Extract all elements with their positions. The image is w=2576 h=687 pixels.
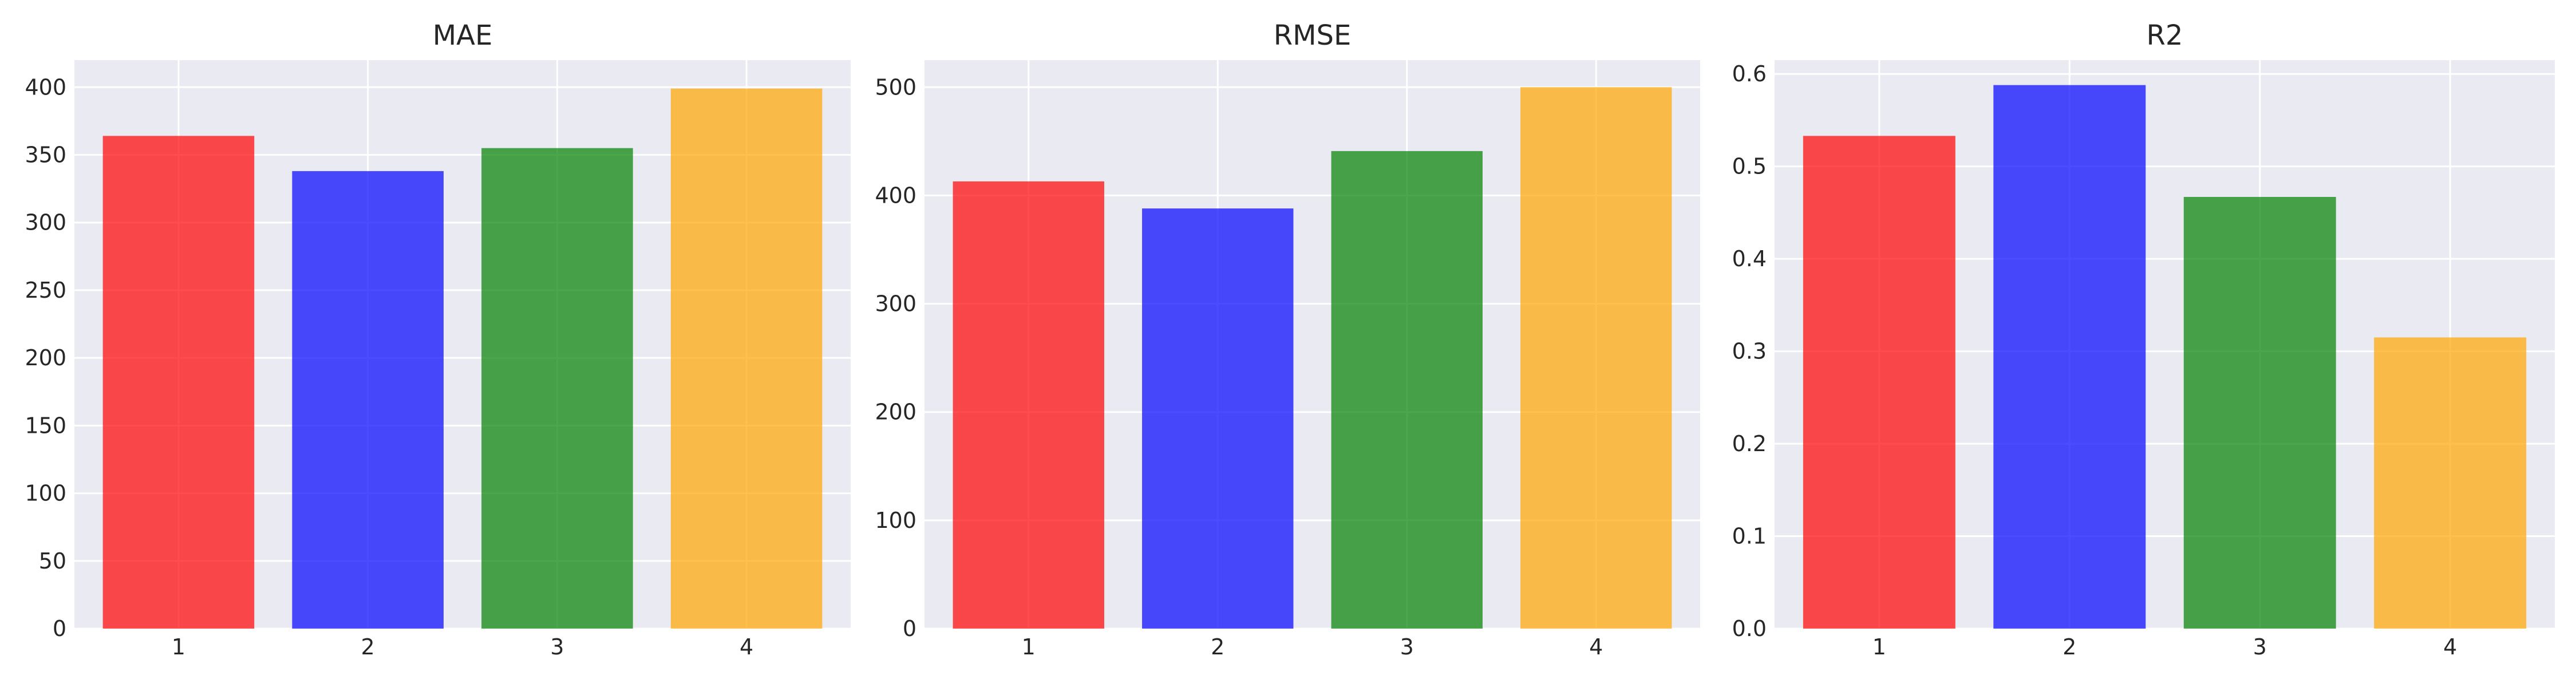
ytick-label: 400 <box>875 183 916 208</box>
ytick-label: 0.5 <box>1732 154 1767 179</box>
bar-4 <box>670 88 823 629</box>
ytick-label: 300 <box>25 210 66 235</box>
ytick-label: 0.4 <box>1732 246 1767 271</box>
ytick-label: 500 <box>875 74 916 100</box>
ytick-label: 0.0 <box>1732 616 1767 641</box>
chart-panel-1: 0 50 100 150 200 250 300 350 400 1 2 3 4 MAE <box>25 19 851 660</box>
xtick-label: 4 <box>740 634 753 660</box>
ytick-label: 0 <box>53 616 66 641</box>
bar-3 <box>2183 196 2336 629</box>
ytick-label: 200 <box>25 345 66 370</box>
ytick-label: 0.6 <box>1732 61 1767 86</box>
ytick-label: 400 <box>25 74 66 100</box>
ytick-label: 100 <box>875 508 916 533</box>
bar-2 <box>1142 208 1294 629</box>
chart-title: MAE <box>433 19 493 52</box>
bar-4 <box>1520 87 1672 629</box>
xtick-label: 1 <box>1872 634 1886 660</box>
bar-3 <box>481 148 633 629</box>
ytick-label: 150 <box>25 413 66 438</box>
bar-2 <box>292 171 444 629</box>
xtick-label: 2 <box>2063 634 2076 660</box>
ytick-label: 0.2 <box>1732 431 1767 456</box>
chart-panel-2: 0 100 200 300 400 500 1 2 3 4 RMSE <box>875 19 1700 660</box>
chart-title: R2 <box>2147 19 2183 52</box>
ytick-label: 0.3 <box>1732 339 1767 364</box>
xtick-label: 3 <box>550 634 564 660</box>
xtick-label: 3 <box>1400 634 1414 660</box>
xtick-label: 3 <box>2253 634 2267 660</box>
ytick-label: 100 <box>25 481 66 506</box>
xtick-label: 4 <box>1589 634 1603 660</box>
xtick-label: 2 <box>361 634 375 660</box>
bar-4 <box>2374 337 2527 629</box>
ytick-label: 300 <box>875 291 916 317</box>
xtick-label: 2 <box>1211 634 1224 660</box>
xtick-label: 1 <box>1022 634 1036 660</box>
chart-panel-3: 0.0 0.1 0.2 0.3 0.4 0.5 0.6 1 2 3 4 R2 <box>1732 19 2555 660</box>
xtick-label: 4 <box>2443 634 2457 660</box>
ytick-label: 50 <box>39 548 66 574</box>
chart-title: RMSE <box>1274 19 1352 52</box>
xtick-label: 1 <box>172 634 185 660</box>
ytick-label: 200 <box>875 400 916 425</box>
bar-1 <box>1803 136 1955 629</box>
ytick-label: 350 <box>25 143 66 168</box>
bar-1 <box>102 136 255 629</box>
ytick-label: 250 <box>25 278 66 303</box>
bar-1 <box>953 181 1104 629</box>
bar-2 <box>1993 85 2146 629</box>
ytick-label: 0.1 <box>1732 524 1767 549</box>
ytick-label: 0 <box>903 616 916 641</box>
bar-3 <box>1331 151 1483 629</box>
